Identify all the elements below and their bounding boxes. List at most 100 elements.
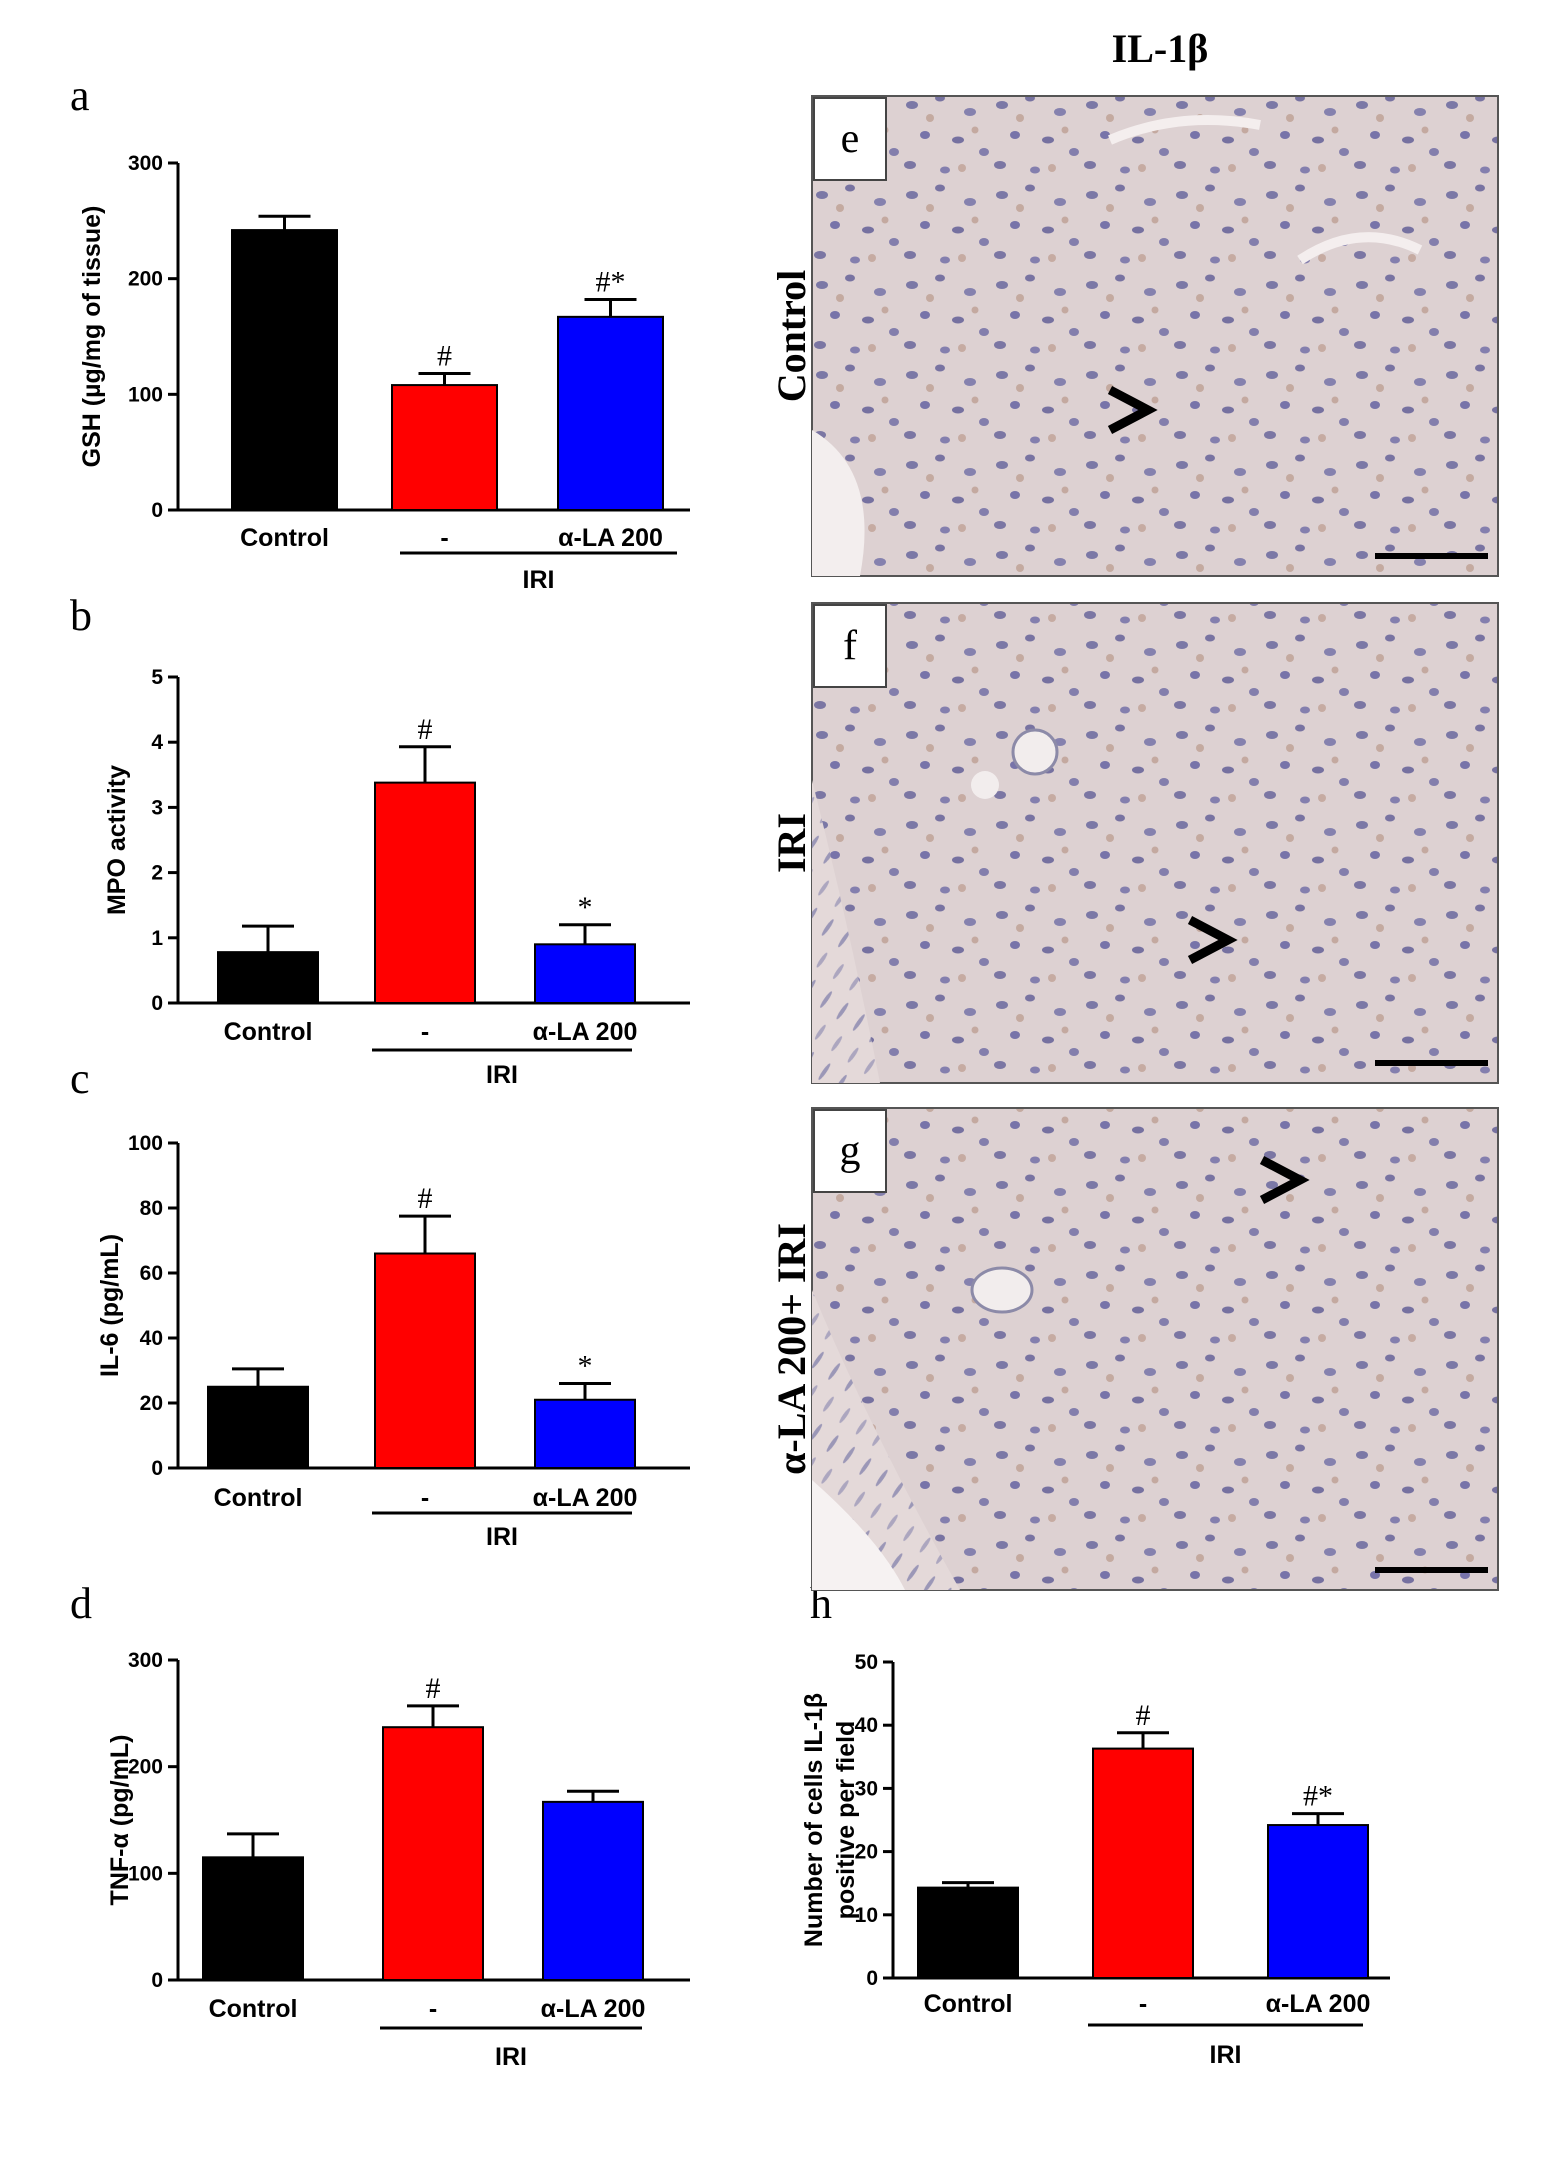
x-category-label: -: [421, 1018, 429, 1046]
gland-lumen: [1011, 728, 1059, 776]
y-axis-label: Number of cells IL-1β: [800, 1693, 828, 1947]
micrograph-side-label-e: Control: [769, 270, 814, 403]
bar: [391, 384, 498, 511]
y-tick-label: 40: [855, 1714, 878, 1737]
y-tick-label: 0: [151, 1457, 163, 1480]
y-tick-label: 3: [151, 796, 163, 819]
significance-label: #*: [596, 265, 626, 298]
group-label: IRI: [495, 2043, 527, 2071]
significance-label: #: [437, 340, 452, 373]
significance-label: #: [1136, 1699, 1151, 1732]
y-tick-label: 0: [151, 992, 163, 1015]
y-axis-label: TNF-α (pg/mL): [106, 1735, 134, 1906]
y-tick-label: 200: [128, 268, 163, 291]
bar: [542, 1800, 644, 1982]
y-tick-label: 80: [140, 1197, 163, 1220]
y-tick-label: 0: [151, 1969, 163, 1992]
x-category-label: α-LA 200: [533, 1484, 638, 1512]
y-tick-label: 30: [855, 1777, 878, 1800]
significance-label: *: [578, 1350, 593, 1383]
y-axis-label: GSH (µg/mg of tissue): [78, 206, 106, 468]
significance-label: #: [418, 713, 433, 746]
x-category-label: Control: [924, 1990, 1013, 2018]
x-category-label: Control: [224, 1018, 313, 1046]
x-category-label: Control: [209, 1995, 298, 2023]
bar: [202, 1856, 304, 1982]
x-category-label: α-LA 200: [558, 524, 663, 552]
column-title: IL-1β: [1112, 26, 1209, 71]
y-tick-label: 5: [151, 666, 163, 689]
chart-panel-c: c IL-6 (pg/mL) 0 20 40 60 80 100 Control # - * α-LA …: [70, 1054, 690, 1551]
y-tick-label: 10: [855, 1904, 878, 1927]
panel-letter: d: [70, 1579, 92, 1628]
y-tick-label: 100: [128, 1132, 163, 1155]
bar: [374, 781, 476, 1005]
y-axis-label: MPO activity: [103, 765, 131, 915]
y-axis-label: positive per field: [832, 1721, 860, 1920]
micrograph-letter-g: g: [840, 1128, 861, 1174]
arrowhead-marker: [1187, 916, 1238, 964]
x-category-label: -: [429, 1995, 437, 2023]
micrograph-letter-e: e: [841, 116, 860, 162]
micrograph-letter-box-f: [813, 604, 887, 688]
micrograph-panel-g: g: [811, 1107, 1499, 1591]
x-category-label: α-LA 200: [541, 1995, 646, 2023]
significance-label: #*: [1303, 1780, 1333, 1813]
x-category-label: -: [440, 524, 448, 552]
stroma-area: [812, 1290, 960, 1590]
y-tick-label: 50: [855, 1651, 878, 1674]
group-label: IRI: [523, 566, 555, 594]
y-tick-label: 40: [140, 1327, 163, 1350]
y-tick-label: 100: [128, 383, 163, 406]
x-category-label: Control: [240, 524, 329, 552]
micrograph-image-g: [811, 1107, 1499, 1591]
micrograph-letter-box-g: [813, 1109, 887, 1193]
lumen-area: [812, 430, 865, 576]
panel-letter: a: [70, 71, 90, 120]
panel-letter: c: [70, 1054, 90, 1103]
y-tick-label: 300: [128, 152, 163, 175]
chart-panel-h: h Number of cells IL-1β positive per field…: [800, 1579, 1390, 2069]
gland-lumen: [971, 771, 999, 799]
group-label: IRI: [486, 1061, 518, 1089]
bar: [1267, 1824, 1369, 1980]
bar: [207, 1385, 309, 1469]
micrograph-side-label-f: IRI: [769, 813, 814, 873]
x-category-label: -: [421, 1484, 429, 1512]
y-tick-label: 1: [151, 927, 163, 950]
bar: [534, 943, 636, 1005]
micrograph-letter-box-e: [813, 97, 887, 181]
lumen-area: [812, 1480, 905, 1590]
x-category-label: α-LA 200: [1266, 1990, 1371, 2018]
panel-letter: h: [810, 1579, 832, 1628]
panel-letter: b: [70, 591, 92, 640]
micrograph-panel-e: e: [811, 95, 1499, 577]
chart-panel-a: a GSH (µg/mg of tissue) 0 100 200 300 Control #…: [70, 71, 690, 594]
gland-lumen: [1297, 232, 1423, 265]
x-category-label: Control: [214, 1484, 303, 1512]
chart-panel-d: d TNF-α (pg/mL) 0 100 200 300 Control # - α-LA 20…: [70, 1579, 690, 2071]
bar: [231, 229, 338, 511]
bar: [1092, 1747, 1194, 1979]
bar: [917, 1886, 1019, 1980]
y-tick-label: 200: [128, 1756, 163, 1779]
micrograph-panel-f: f: [811, 602, 1499, 1084]
stroma-area: [812, 780, 880, 1083]
gland-lumen: [1108, 115, 1261, 145]
arrowhead-marker: [1259, 1156, 1310, 1204]
bar: [534, 1398, 636, 1469]
significance-label: #: [426, 1672, 441, 1705]
bar: [374, 1252, 476, 1469]
x-category-label: -: [1139, 1990, 1147, 2018]
bar: [382, 1726, 484, 1981]
y-tick-label: 60: [140, 1262, 163, 1285]
bar: [217, 951, 319, 1004]
micrograph-letter-f: f: [843, 623, 857, 669]
significance-label: #: [418, 1182, 433, 1215]
significance-label: *: [578, 891, 593, 924]
y-tick-label: 20: [855, 1841, 878, 1864]
micrograph-image-e: [811, 95, 1499, 577]
y-tick-label: 300: [128, 1649, 163, 1672]
micrograph-side-label-g: α-LA 200+ IRI: [769, 1223, 814, 1475]
